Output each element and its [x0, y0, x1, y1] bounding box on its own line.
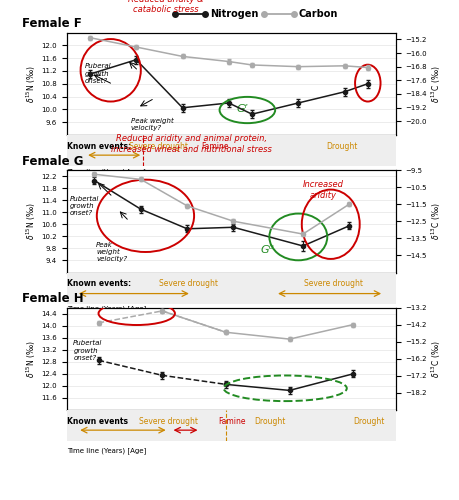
- Text: Pubertal
growth
onset?: Pubertal growth onset?: [73, 340, 102, 360]
- Text: Severe drought: Severe drought: [158, 280, 217, 288]
- Text: Severe drought: Severe drought: [129, 142, 188, 151]
- Text: Severe drought: Severe drought: [303, 280, 362, 288]
- Text: Drought: Drought: [254, 417, 285, 426]
- Text: Time line (Years) [Age]: Time line (Years) [Age]: [67, 306, 146, 312]
- Y-axis label: $\delta^{13}$C (‰): $\delta^{13}$C (‰): [429, 340, 442, 378]
- Y-axis label: $\delta^{13}$C (‰): $\delta^{13}$C (‰): [429, 202, 442, 240]
- Y-axis label: $\delta^{15}$N (‰): $\delta^{15}$N (‰): [25, 340, 39, 378]
- Y-axis label: $\delta^{13}$C (‰): $\delta^{13}$C (‰): [429, 65, 442, 102]
- Text: Famine: Famine: [201, 142, 229, 151]
- Text: Famine: Famine: [218, 417, 245, 426]
- Text: Known events:: Known events:: [67, 142, 130, 151]
- Text: Severe drought: Severe drought: [139, 417, 198, 426]
- Text: Puberal
growth
onset?: Puberal growth onset?: [84, 64, 111, 84]
- Text: Carbon: Carbon: [298, 8, 337, 18]
- Text: Gᴳ: Gᴳ: [260, 245, 274, 255]
- Text: Time line (Years) [Age]: Time line (Years) [Age]: [67, 447, 146, 454]
- Text: Female G: Female G: [22, 155, 84, 168]
- Text: Known events:: Known events:: [67, 280, 130, 288]
- Text: Gᶠ: Gᶠ: [236, 104, 248, 115]
- Text: Nitrogen: Nitrogen: [209, 8, 257, 18]
- Text: Peak
weight
velocity?: Peak weight velocity?: [96, 242, 127, 262]
- Text: Pubertal
growth
onset?: Pubertal growth onset?: [70, 196, 99, 216]
- Text: Increased
aridity: Increased aridity: [302, 180, 343, 200]
- Y-axis label: $\delta^{15}$N (‰): $\delta^{15}$N (‰): [25, 202, 39, 240]
- Text: Female F: Female F: [22, 18, 82, 30]
- Text: Drought: Drought: [352, 417, 383, 426]
- Text: Peak weight
velocity?: Peak weight velocity?: [130, 118, 173, 131]
- Text: Reduced aridity and animal protein,
increased wheat and nutritional stress: Reduced aridity and animal protein, incr…: [111, 134, 272, 154]
- Y-axis label: $\delta^{15}$N (‰): $\delta^{15}$N (‰): [25, 64, 39, 103]
- Text: Time line (Years) [age]: Time line (Years) [age]: [67, 168, 145, 174]
- Text: Reduced aridity &
catabolic stress: Reduced aridity & catabolic stress: [127, 0, 203, 14]
- Text: Drought: Drought: [326, 142, 357, 151]
- Text: Known events: Known events: [67, 417, 128, 426]
- Text: Female H: Female H: [22, 292, 84, 306]
